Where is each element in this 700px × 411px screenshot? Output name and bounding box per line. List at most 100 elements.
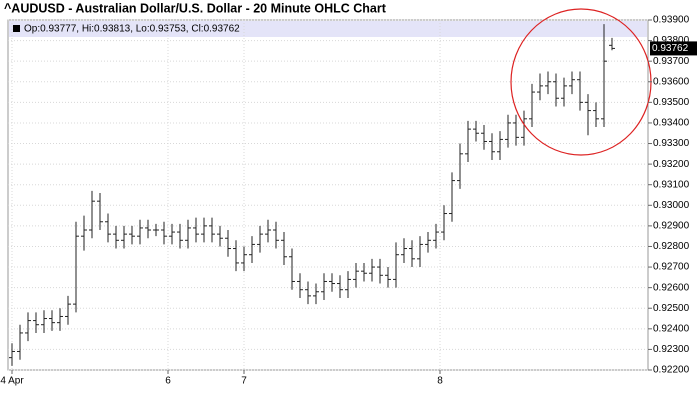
y-tick-label: 0.92800 bbox=[653, 241, 690, 252]
x-tick-label: 4 Apr bbox=[0, 376, 24, 387]
ohlc-bar bbox=[569, 71, 575, 95]
ohlc-bar bbox=[97, 192, 103, 230]
y-tick-label: 0.92900 bbox=[653, 221, 690, 232]
ohlc-bar bbox=[161, 221, 167, 245]
ohlc-bar bbox=[209, 217, 215, 243]
ohlc-bar bbox=[33, 312, 39, 333]
ohlc-bar bbox=[489, 133, 495, 160]
ohlc-bar bbox=[513, 114, 519, 146]
ohlc-bar bbox=[257, 225, 263, 253]
ohlc-bar bbox=[17, 324, 23, 360]
ohlc-bar bbox=[201, 217, 207, 243]
ohlc-bar bbox=[361, 262, 367, 282]
y-tick-label: 0.92700 bbox=[653, 262, 690, 273]
ohlc-bar bbox=[249, 236, 255, 263]
y-tick-label: 0.93400 bbox=[653, 118, 690, 129]
ohlc-bar bbox=[73, 221, 79, 313]
ohlc-bar bbox=[577, 71, 583, 111]
chart-title: ^AUDUSD - Australian Dollar/U.S. Dollar … bbox=[4, 1, 387, 15]
ohlc-bar bbox=[233, 240, 239, 272]
ohlc-bar bbox=[57, 308, 63, 331]
ohlc-bar bbox=[377, 258, 383, 284]
ohlc-bar bbox=[273, 221, 279, 249]
ohlc-bar bbox=[241, 246, 247, 272]
ohlc-bar bbox=[529, 83, 535, 128]
last-price-box bbox=[650, 41, 697, 56]
ohlc-bar bbox=[473, 120, 479, 142]
ohlc-bar bbox=[593, 102, 599, 128]
y-tick-label: 0.93100 bbox=[653, 179, 690, 190]
ohlc-bar bbox=[425, 232, 431, 253]
ohlc-bar bbox=[481, 125, 487, 150]
ohlc-bar bbox=[281, 232, 287, 265]
ohlc-bar bbox=[601, 24, 607, 128]
ohlc-bar bbox=[465, 120, 471, 163]
ohlc-bar bbox=[537, 73, 543, 101]
info-marker bbox=[13, 25, 20, 32]
y-tick-label: 0.93700 bbox=[653, 56, 690, 67]
ohlc-bar bbox=[217, 225, 223, 247]
ohlc-bar bbox=[89, 190, 95, 239]
y-tick-label: 0.93600 bbox=[653, 76, 690, 87]
ohlc-bar bbox=[521, 110, 527, 146]
ohlc-bar bbox=[321, 273, 327, 300]
y-tick-label: 0.93500 bbox=[653, 97, 690, 108]
ohlc-bar bbox=[113, 225, 119, 249]
ohlc-bar bbox=[449, 172, 455, 222]
ohlc-bar bbox=[225, 230, 231, 257]
ohlc-bar bbox=[345, 271, 351, 298]
ohlc-bar bbox=[329, 273, 335, 292]
x-tick-label: 7 bbox=[241, 376, 247, 387]
ohlc-bar bbox=[457, 143, 463, 189]
ohlc-bar bbox=[369, 258, 375, 282]
ohlc-bar bbox=[385, 267, 391, 288]
y-tick-label: 0.93300 bbox=[653, 138, 690, 149]
ohlc-bar bbox=[129, 225, 135, 245]
ohlc-bar bbox=[609, 37, 615, 51]
ohlc-bar bbox=[433, 223, 439, 249]
ohlc-bar bbox=[265, 219, 271, 243]
x-tick-label: 8 bbox=[437, 376, 443, 387]
ohlc-bar bbox=[193, 217, 199, 243]
ohlc-bar bbox=[505, 114, 511, 148]
x-tick-label: 6 bbox=[165, 376, 171, 387]
ohlc-bar bbox=[153, 223, 159, 237]
y-tick-label: 0.93200 bbox=[653, 159, 690, 170]
y-tick-label: 0.92300 bbox=[653, 344, 690, 355]
y-tick-label: 0.92400 bbox=[653, 323, 690, 334]
ohlc-bar bbox=[393, 242, 399, 288]
ohlc-bar bbox=[497, 131, 503, 160]
ohlc-bar bbox=[49, 310, 55, 331]
ohlc-bar bbox=[41, 310, 47, 333]
y-tick-label: 0.93800 bbox=[653, 35, 690, 46]
ohlc-bar bbox=[177, 223, 183, 249]
ohlc-bar bbox=[137, 219, 143, 245]
ohlc-bar bbox=[65, 295, 71, 325]
ohlc-bar bbox=[337, 275, 343, 298]
y-tick-label: 0.93900 bbox=[653, 15, 690, 26]
ohlc-bar bbox=[105, 213, 111, 243]
ohlc-bar bbox=[585, 94, 591, 136]
ohlc-bar bbox=[297, 273, 303, 298]
y-tick-label: 0.92200 bbox=[653, 365, 690, 376]
ohlc-bar bbox=[441, 205, 447, 241]
y-tick-label: 0.92600 bbox=[653, 282, 690, 293]
ohlc-bar bbox=[417, 236, 423, 268]
ohlc-bar bbox=[169, 223, 175, 245]
ohlc-bar bbox=[289, 248, 295, 290]
ohlc-bar bbox=[353, 262, 359, 288]
ohlc-bar bbox=[305, 281, 311, 305]
y-tick-label: 0.93000 bbox=[653, 200, 690, 211]
plot-area bbox=[7, 19, 649, 371]
ohlc-bar bbox=[121, 225, 127, 249]
ohlc-bar bbox=[553, 73, 559, 107]
ohlc-bar bbox=[81, 215, 87, 251]
ohlc-bar bbox=[409, 240, 415, 268]
ohlc-bar bbox=[401, 238, 407, 263]
ohlc-bar bbox=[25, 312, 31, 342]
y-tick-label: 0.92500 bbox=[653, 303, 690, 314]
ohlc-bar bbox=[145, 219, 151, 239]
last-price-label: 0.93762 bbox=[652, 43, 689, 54]
ohlc-bar bbox=[561, 77, 567, 107]
